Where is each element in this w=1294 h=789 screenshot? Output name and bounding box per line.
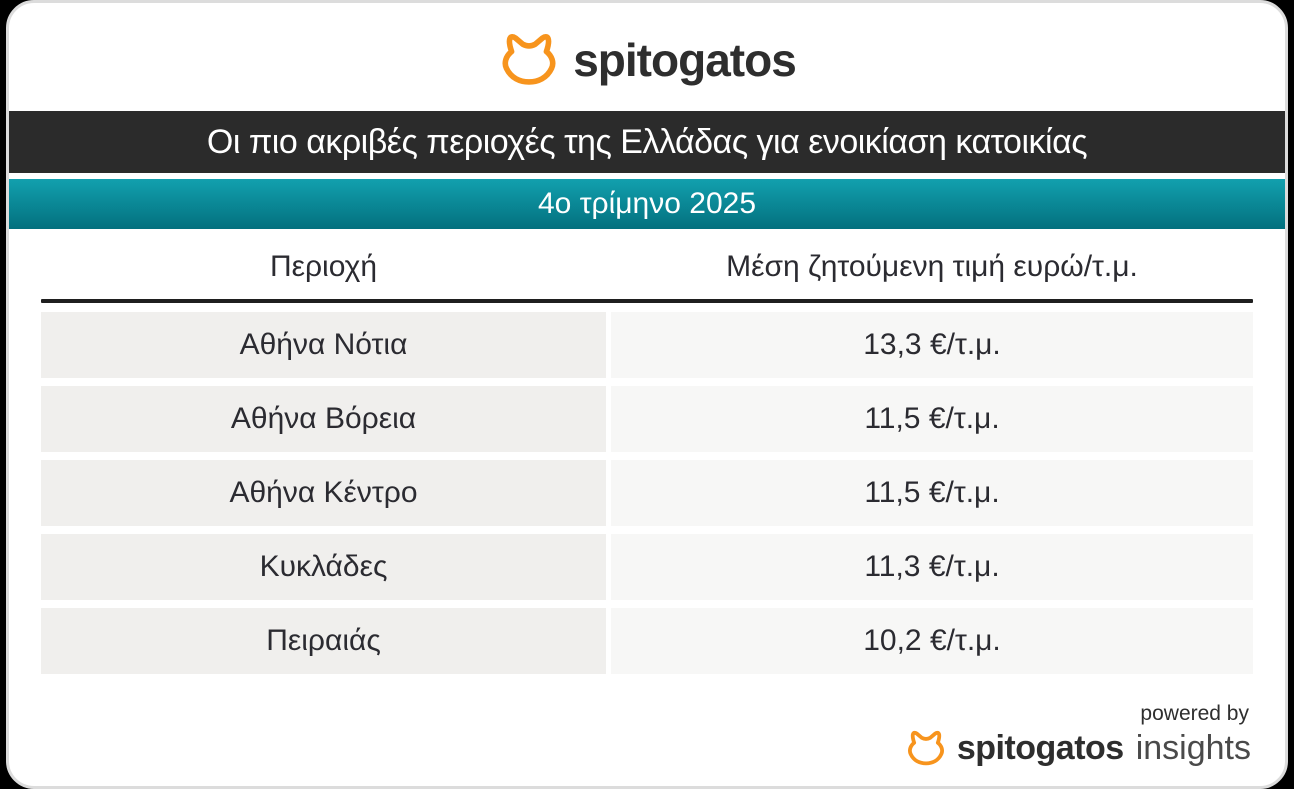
column-header-price: Μέση ζητούμενη τιμή ευρώ/τ.μ. <box>726 250 1138 283</box>
period-label: 4ο τρίμηνο 2025 <box>537 187 756 220</box>
area-cell: Κυκλάδες <box>41 534 606 600</box>
price-table: Περιοχή Μέση ζητούμενη τιμή ευρώ/τ.μ. Αθ… <box>41 229 1253 674</box>
cat-icon <box>907 730 944 766</box>
period-banner: 4ο τρίμηνο 2025 <box>9 179 1285 229</box>
price-cell: 11,5 €/τ.μ. <box>611 386 1253 452</box>
title-banner: Οι πιο ακριβές περιοχές της Ελλάδας για … <box>9 111 1285 173</box>
table-header-row: Περιοχή Μέση ζητούμενη τιμή ευρώ/τ.μ. <box>41 229 1253 299</box>
page-title: Οι πιο ακριβές περιοχές της Ελλάδας για … <box>206 122 1088 161</box>
table-body: Αθήνα Νότια 13,3 €/τ.μ. Αθήνα Βόρεια 11,… <box>41 312 1253 674</box>
footer: powered by spitogatos insights <box>905 702 1251 768</box>
table-row: Κυκλάδες 11,3 €/τ.μ. <box>41 534 1253 600</box>
price-cell: 10,2 €/τ.μ. <box>611 608 1253 674</box>
brand-logo: spitogatos <box>9 29 1285 91</box>
table-row: Αθήνα Νότια 13,3 €/τ.μ. <box>41 312 1253 378</box>
powered-by-label: powered by <box>1140 702 1249 725</box>
area-cell: Αθήνα Βόρεια <box>41 386 606 452</box>
table-row: Αθήνα Κέντρο 11,5 €/τ.μ. <box>41 460 1253 526</box>
footer-insights-label: insights <box>1135 729 1251 767</box>
area-cell: Αθήνα Νότια <box>41 312 606 378</box>
table-row: Αθήνα Βόρεια 11,5 €/τ.μ. <box>41 386 1253 452</box>
area-cell: Πειραιάς <box>41 608 606 674</box>
column-header-area: Περιοχή <box>269 250 378 283</box>
cat-icon <box>502 34 556 85</box>
price-cell: 13,3 €/τ.μ. <box>611 312 1253 378</box>
area-cell: Αθήνα Κέντρο <box>41 460 606 526</box>
brand-wordmark: spitogatos <box>573 34 797 86</box>
footer-brand-wordmark: spitogatos <box>956 729 1124 767</box>
table-row: Πειραιάς 10,2 €/τ.μ. <box>41 608 1253 674</box>
footer-brand-logo: spitogatos insights <box>905 729 1251 768</box>
price-cell: 11,5 €/τ.μ. <box>611 460 1253 526</box>
header-divider <box>41 299 1253 303</box>
price-cell: 11,3 €/τ.μ. <box>611 534 1253 600</box>
infographic-card: spitogatos Οι πιο ακριβές περιοχές της Ε… <box>6 0 1288 789</box>
